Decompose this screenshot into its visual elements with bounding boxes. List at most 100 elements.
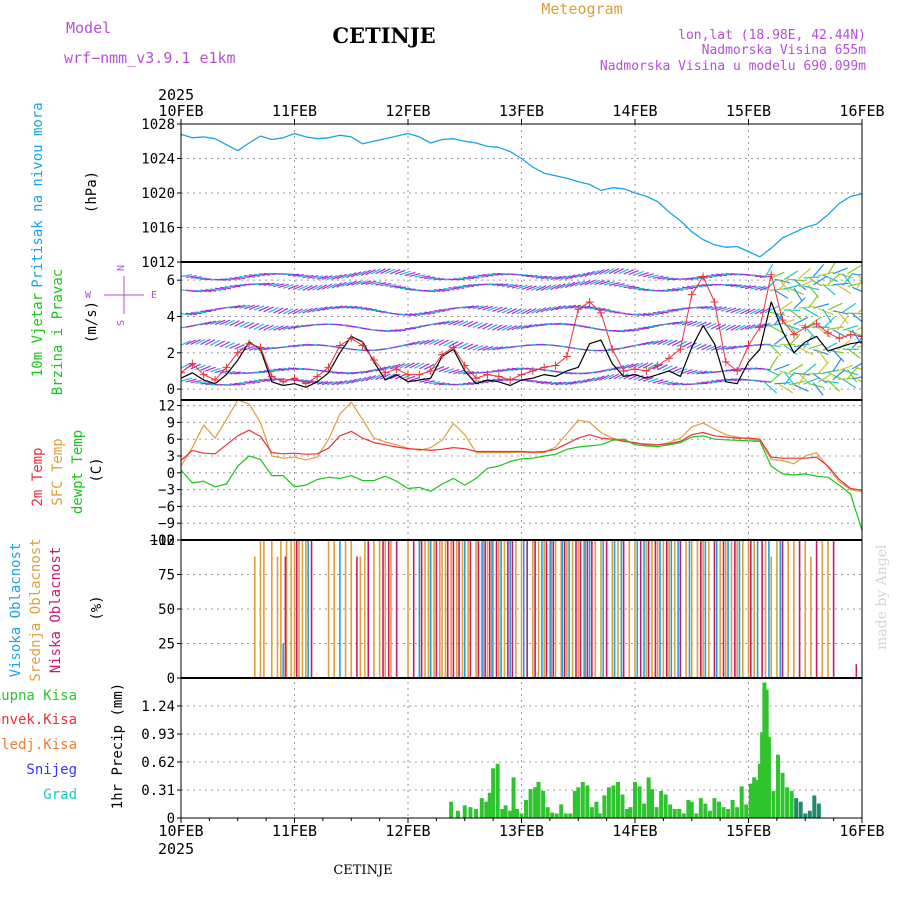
precip-bar [642,803,647,818]
wind-vector [638,313,650,317]
wind-vector [842,325,859,331]
wind-vector [852,273,862,276]
y-tick-label: 12 [158,399,175,415]
precip-bar [589,807,594,818]
wind-vector [681,320,693,326]
wind-vector [419,275,431,279]
wind-vector [686,369,698,375]
wind-vector [788,308,802,320]
wind-vector [672,340,683,347]
legend-hail: Grad [43,787,77,803]
y-tick-label: 0.93 [141,727,175,743]
precip-bar [585,785,590,818]
wind-vector [599,268,610,275]
wind-vector [613,365,625,371]
wind-vector [647,378,659,383]
wind-vector [229,277,241,280]
wind-vector [234,276,246,280]
precip-bar [712,798,717,818]
wind-vector [302,274,314,279]
wind-gust-marker [211,376,220,385]
wind-vector [414,362,425,369]
wind-vector [195,289,207,293]
wind-vector [258,305,270,312]
wind-vector [530,307,542,314]
wind-vector [414,312,426,316]
wind-vector [813,275,828,286]
pressure-line [180,132,863,258]
wind-vector [740,308,751,315]
wind-vector [706,322,717,329]
wind-vector [307,284,318,291]
wind-vector [778,300,793,312]
wind-vector [793,297,806,310]
temp-unit: (C) [89,457,105,482]
wind-vector [467,276,479,279]
cloud-ylabel-mid: Srednja Oblacnost [28,538,44,681]
wind-vector [628,286,640,289]
wind-vector [749,308,761,315]
precip-bar [611,785,616,818]
wind-vector [535,307,547,314]
wind-vector [501,307,513,314]
precip-bar [735,807,740,818]
precip-bar [816,803,821,818]
wind-vector [351,306,363,309]
wind-vector [720,307,732,312]
wind-vector [681,341,693,348]
wind-vector [603,373,615,381]
wind-vector [594,375,605,382]
wind-vector [686,320,698,326]
wind-vector [326,274,338,281]
wind-vector [258,379,270,382]
wind-vector [681,286,693,290]
wind-vector [837,311,849,325]
wind-vector [808,294,819,309]
precip-bar [628,807,633,818]
wind-vector [263,324,274,331]
wind-vector [696,370,708,375]
precip-bar [794,798,799,818]
y-tick-label: 1.24 [141,699,175,715]
wind-ylabel-2: Brzina i Pravac [50,269,66,395]
wind-vector [370,268,381,275]
wind-vector [200,338,211,346]
wind-vector [516,284,528,290]
precip-bar [503,805,508,818]
wind-vector [492,346,504,351]
wind-vector [331,282,342,289]
compass-n: N [116,265,127,271]
wind-vector [808,285,820,299]
wind-vector [370,281,382,286]
wind-gust-marker [347,334,356,343]
wind-vector [774,382,791,385]
precip-bar [637,786,642,818]
wind-vector [711,306,722,311]
wind-vector [282,308,294,315]
wind-vector [740,367,752,370]
wind-gust-marker [279,377,288,386]
precip-bar [812,795,817,818]
wind-vector [696,343,707,350]
wind-vector [691,370,703,375]
y-tick-label: 25 [158,637,175,653]
wind-vector [482,305,494,311]
wind-gust-marker [404,370,412,379]
wind-gust-marker [438,350,447,359]
wind-vector [341,305,353,309]
y-tick-label: 6 [167,432,175,448]
wind-vector [798,267,812,280]
precip-bar [495,763,500,818]
wind-vector [531,275,543,278]
wind-vector [818,283,835,287]
wind-vector [341,281,352,287]
wind-vector [181,377,192,382]
wind-vector [652,311,664,315]
wind-vector [326,305,338,311]
precip-bar [511,777,516,818]
wind-vector [287,308,299,315]
wind-vector [414,274,426,278]
wind-vector [190,339,201,345]
pressure-ylabel: Pritisak na nivou mora [30,102,46,287]
wind-vector [443,367,455,373]
